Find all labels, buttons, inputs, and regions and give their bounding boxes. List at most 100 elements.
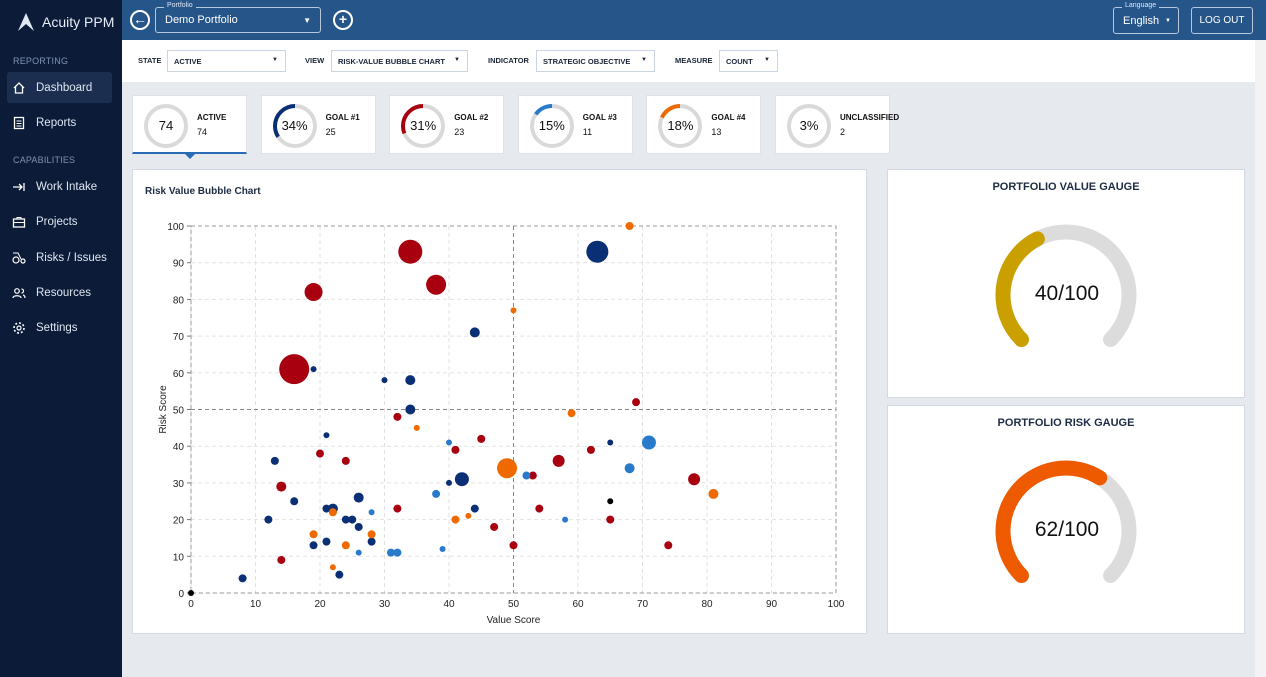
bubble-goal1[interactable] [607,439,614,446]
bubble-goal4[interactable] [413,424,420,431]
bubble-goal1[interactable] [586,240,609,263]
bubble-goal1[interactable] [381,377,388,384]
bubble-goal4[interactable] [465,512,472,519]
bubble-goal3[interactable] [624,463,635,474]
bubble-goal3[interactable] [439,545,446,552]
bubble-goal4[interactable] [497,458,518,479]
bubble-goal2[interactable] [276,481,287,492]
bubble-goal4[interactable] [328,508,337,517]
indicator-card[interactable]: 31% GOAL #2 23 [389,95,505,154]
bubble-goal1[interactable] [469,327,480,338]
sidebar-item-dashboard[interactable]: Dashboard [7,72,112,103]
bubble-goal1[interactable] [454,472,469,487]
sidebar-item-resources[interactable]: Resources [7,277,112,308]
bubble-goal3[interactable] [386,548,395,557]
bubble-goal4[interactable] [309,530,318,539]
bubble-goal2[interactable] [279,354,310,385]
bubble-unclassified[interactable] [188,590,194,596]
bubble-goal4[interactable] [567,409,576,418]
sidebar-item-work-intake[interactable]: Work Intake [7,171,112,202]
bubble-goal2[interactable] [664,541,673,550]
bubble-goal2[interactable] [426,274,447,295]
indicator-card[interactable]: 34% GOAL #1 25 [260,95,376,154]
bubble-goal2[interactable] [606,515,615,524]
sidebar-item-settings[interactable]: Settings [7,312,112,343]
bubble-goal1[interactable] [270,456,279,465]
bubble-goal2[interactable] [451,445,460,454]
bubble-goal4[interactable] [329,564,336,571]
indicator-card[interactable]: 15% GOAL #3 11 [517,95,633,154]
bubble-goal1[interactable] [264,515,273,524]
bubble-goal3[interactable] [562,516,569,523]
indicator-card[interactable]: 18% GOAL #4 13 [646,95,762,154]
bubble-goal1[interactable] [323,432,330,439]
measure-select[interactable]: COUNT ▼ [719,50,778,72]
state-label: STATE [138,56,162,65]
bubble-goal4[interactable] [708,488,719,499]
bubble-goal2[interactable] [393,412,402,421]
language-select[interactable]: Language English ▼ [1113,2,1179,34]
bubble-goal2[interactable] [632,398,641,407]
bubble-goal2[interactable] [552,454,565,467]
bubble-goal2[interactable] [535,504,544,513]
app-logo[interactable]: Acuity PPM [16,12,114,32]
bubble-unclassified[interactable] [607,498,614,505]
bubble-goal2[interactable] [528,471,537,480]
sidebar-item-risks-issues[interactable]: Risks / Issues [7,242,112,273]
bubble-goal1[interactable] [310,366,317,373]
sidebar-item-reports[interactable]: Reports [7,107,112,138]
bubble-goal1[interactable] [353,492,364,503]
bubble-goal1[interactable] [354,522,363,531]
bubble-goal1[interactable] [367,537,376,546]
bubble-goal1[interactable] [446,479,452,486]
bubble-goal1[interactable] [405,404,416,415]
logout-button[interactable]: LOG OUT [1191,7,1253,34]
bubble-goal2[interactable] [393,504,402,513]
bubble-goal1[interactable] [309,541,318,550]
donut-ring-icon [787,104,831,148]
bubble-goal2[interactable] [477,434,486,443]
portfolio-select[interactable]: Portfolio Demo Portfolio ▼ [155,2,321,33]
bubble-goal2[interactable] [586,445,595,454]
bubble-goal2[interactable] [398,239,423,264]
bubble-goal3[interactable] [432,489,441,498]
bubble-goal2[interactable] [316,449,324,458]
indicator-card[interactable]: 3% UNCLASSIFIED 2 [775,95,899,154]
sidebar-item-projects[interactable]: Projects [7,206,112,237]
bubble-goal2[interactable] [341,456,350,465]
card-label: GOAL #4 [711,113,746,122]
bubble-goal3[interactable] [355,549,362,556]
bubble-goal4[interactable] [367,530,376,539]
bubble-goal1[interactable] [348,515,357,524]
indicator-card[interactable]: 74 ACTIVE 74 [132,95,247,159]
bubble-goal4[interactable] [510,307,517,314]
scrollbar[interactable] [1255,40,1266,677]
chevron-down-icon: ▼ [272,57,278,63]
bubble-goal1[interactable] [470,504,479,513]
bubble-goal3[interactable] [368,509,375,516]
bubble-goal3[interactable] [522,471,531,480]
card-label: GOAL #3 [582,113,617,122]
bubble-goal1[interactable] [341,515,350,524]
bubble-goal1[interactable] [335,570,344,579]
bubble-goal1[interactable] [238,574,247,583]
bubble-goal3[interactable] [641,435,656,450]
bubble-goal2[interactable] [277,555,286,564]
indicator-select[interactable]: STRATEGIC OBJECTIVE ▼ [536,50,655,72]
bubble-goal3[interactable] [446,439,452,446]
bubble-goal2[interactable] [304,283,323,302]
add-portfolio-button[interactable]: + [333,10,353,30]
bubble-goal2[interactable] [509,541,518,550]
bubble-goal4[interactable] [341,541,350,550]
bubble-goal1[interactable] [405,375,416,386]
bubble-goal4[interactable] [451,515,460,524]
back-button[interactable]: ← [130,10,150,30]
bubble-goal3[interactable] [393,548,402,557]
bubble-goal1[interactable] [322,537,331,546]
state-select[interactable]: ACTIVE ▼ [167,50,286,72]
bubble-goal4[interactable] [625,222,634,230]
bubble-goal1[interactable] [290,497,299,506]
view-select[interactable]: RISK-VALUE BUBBLE CHART ▼ [331,50,468,72]
bubble-goal2[interactable] [688,473,701,486]
bubble-goal2[interactable] [490,522,499,531]
